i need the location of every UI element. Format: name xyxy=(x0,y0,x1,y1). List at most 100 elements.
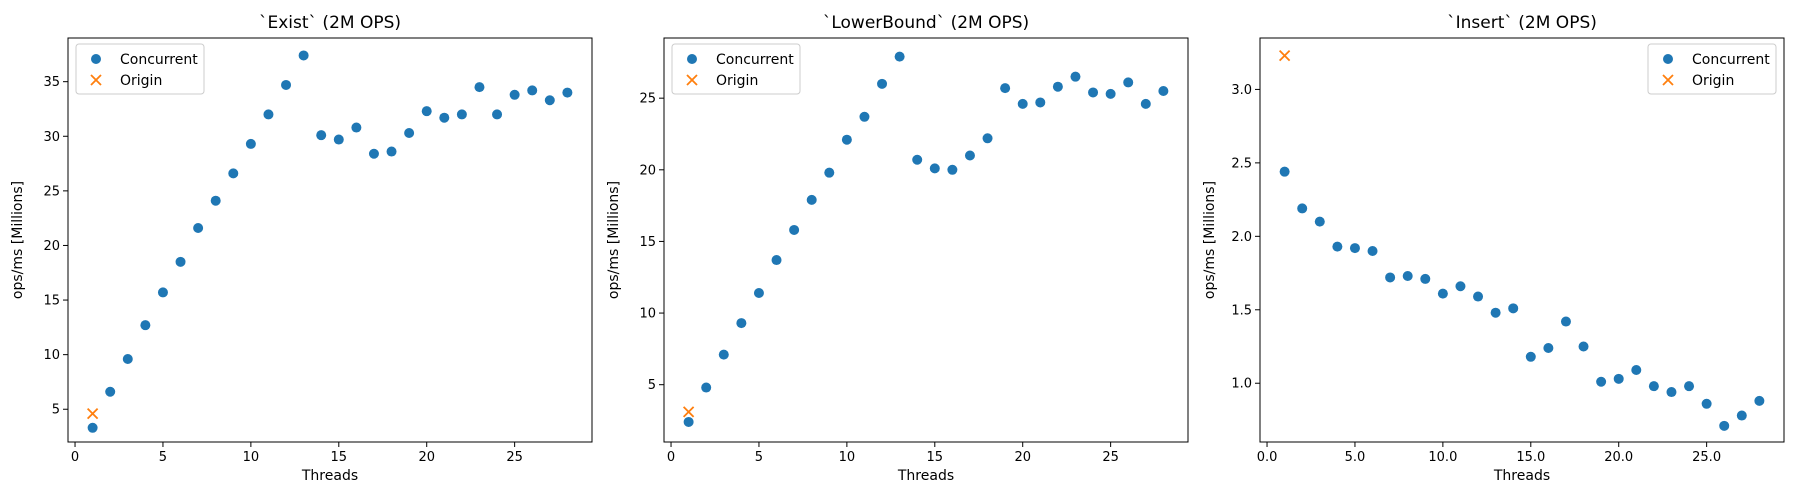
data-point-concurrent xyxy=(1754,395,1765,406)
data-point-concurrent xyxy=(281,79,292,90)
data-point-concurrent xyxy=(701,382,712,393)
data-point-concurrent xyxy=(1035,97,1046,108)
data-point-concurrent xyxy=(421,106,432,117)
data-point-concurrent xyxy=(368,148,379,159)
data-point-concurrent xyxy=(1543,342,1554,353)
data-point-concurrent xyxy=(228,168,239,179)
chart-title: `LowerBound` (2M OPS) xyxy=(823,13,1029,33)
chart-title: `Insert` (2M OPS) xyxy=(1447,13,1597,33)
data-point-concurrent xyxy=(1648,381,1659,392)
x-tick-label: 0.0 xyxy=(1257,450,1278,465)
x-tick-label: 25 xyxy=(1102,450,1119,465)
data-point-concurrent xyxy=(509,89,520,100)
x-tick-label: 10 xyxy=(243,450,260,465)
data-point-concurrent xyxy=(771,255,782,266)
data-point-concurrent xyxy=(824,167,835,178)
plot-frame xyxy=(663,37,1189,443)
y-tick-label: 20 xyxy=(43,239,60,254)
x-tick-label: 5 xyxy=(755,450,763,465)
data-point-concurrent xyxy=(1701,398,1712,409)
y-tick-label: 15 xyxy=(639,235,656,250)
data-point-concurrent xyxy=(1525,351,1536,362)
data-point-concurrent xyxy=(439,112,450,123)
data-point-concurrent xyxy=(298,50,309,61)
data-point-concurrent xyxy=(175,256,186,267)
legend-label: Concurrent xyxy=(716,52,794,68)
x-tick-label: 20.0 xyxy=(1604,450,1633,465)
data-point-concurrent xyxy=(1596,376,1607,387)
data-point-concurrent xyxy=(753,288,764,299)
data-point-concurrent xyxy=(877,78,888,89)
data-point-origin xyxy=(1278,49,1291,62)
legend-label: Origin xyxy=(716,73,758,89)
data-point-concurrent xyxy=(1560,316,1571,327)
data-point-concurrent xyxy=(894,51,905,62)
data-point-concurrent xyxy=(474,82,485,93)
data-point-concurrent xyxy=(1105,88,1116,99)
y-tick-label: 3.0 xyxy=(1231,83,1252,98)
x-tick-label: 0 xyxy=(667,450,675,465)
legend: Concurrent Origin xyxy=(1647,43,1777,95)
data-point-concurrent xyxy=(87,422,98,433)
data-point-origin xyxy=(86,407,99,420)
data-point-concurrent xyxy=(1052,81,1063,92)
x-tick-label: 10.0 xyxy=(1428,450,1457,465)
legend-marker-concurrent xyxy=(687,54,697,64)
data-point-concurrent xyxy=(912,154,923,165)
x-tick-label: 0 xyxy=(71,450,79,465)
data-point-concurrent xyxy=(1332,241,1343,252)
data-point-concurrent xyxy=(404,127,415,138)
legend-box xyxy=(671,43,801,95)
y-tick-label: 25 xyxy=(639,92,656,107)
data-point-concurrent xyxy=(351,122,362,133)
data-point-concurrent xyxy=(929,163,940,174)
y-tick-label: 15 xyxy=(43,294,60,309)
data-point-concurrent xyxy=(789,224,800,235)
legend: Concurrent Origin xyxy=(671,43,801,95)
data-point-concurrent xyxy=(859,111,870,122)
y-axis-label: ops/ms [Millions] xyxy=(1202,181,1218,299)
x-axis-label: Threads xyxy=(301,468,358,484)
data-point-concurrent xyxy=(1070,71,1081,82)
y-tick-label: 20 xyxy=(639,163,656,178)
x-tick-label: 15.0 xyxy=(1516,450,1545,465)
legend-box xyxy=(1647,43,1777,95)
y-tick-label: 1.0 xyxy=(1231,377,1252,392)
data-point-concurrent xyxy=(1508,303,1519,314)
x-tick-label: 20 xyxy=(418,450,435,465)
chart-title: `Exist` (2M OPS) xyxy=(259,13,401,33)
legend-box xyxy=(75,43,205,95)
y-tick-label: 10 xyxy=(43,348,60,363)
data-point-concurrent xyxy=(1000,83,1011,94)
y-axis-label: ops/ms [Millions] xyxy=(606,181,622,299)
y-tick-label: 5 xyxy=(648,378,656,393)
legend-label: Origin xyxy=(1692,73,1734,89)
data-point-concurrent xyxy=(316,130,327,141)
legend-marker-concurrent xyxy=(1663,54,1673,64)
x-axis-label: Threads xyxy=(897,468,954,484)
chart-panel-3: `Insert` (2M OPS) 0.0 5.0 10.0 15.0 20.0 25.0 1… xyxy=(1202,13,1785,484)
x-axis-label: Threads xyxy=(1493,468,1550,484)
data-point-concurrent xyxy=(1140,98,1151,109)
y-axis-label: ops/ms [Millions] xyxy=(10,181,26,299)
chart-panel-1: `Exist` (2M OPS) 0 5 10 15 20 25 5 10 15 20 25 30 35 T… xyxy=(10,13,593,484)
data-point-concurrent xyxy=(1017,98,1028,109)
legend-label: Concurrent xyxy=(120,52,198,68)
chart-panel-2: `LowerBound` (2M OPS) 0 5 10 15 20 25 5 10 15 20 25… xyxy=(606,13,1189,484)
data-point-concurrent xyxy=(1402,270,1413,281)
y-tick-label: 30 xyxy=(43,130,60,145)
data-point-concurrent xyxy=(1631,365,1642,376)
data-point-concurrent xyxy=(1088,87,1099,98)
data-point-concurrent xyxy=(527,85,538,96)
data-point-concurrent xyxy=(140,320,151,331)
data-point-concurrent xyxy=(947,164,958,175)
data-point-concurrent xyxy=(1158,86,1169,97)
y-tick-label: 5 xyxy=(52,403,60,418)
data-point-concurrent xyxy=(456,109,467,120)
legend: Concurrent Origin xyxy=(75,43,205,95)
data-point-concurrent xyxy=(193,222,204,233)
data-point-concurrent xyxy=(1455,281,1466,292)
data-point-concurrent xyxy=(157,287,168,298)
data-point-concurrent xyxy=(1420,273,1431,284)
